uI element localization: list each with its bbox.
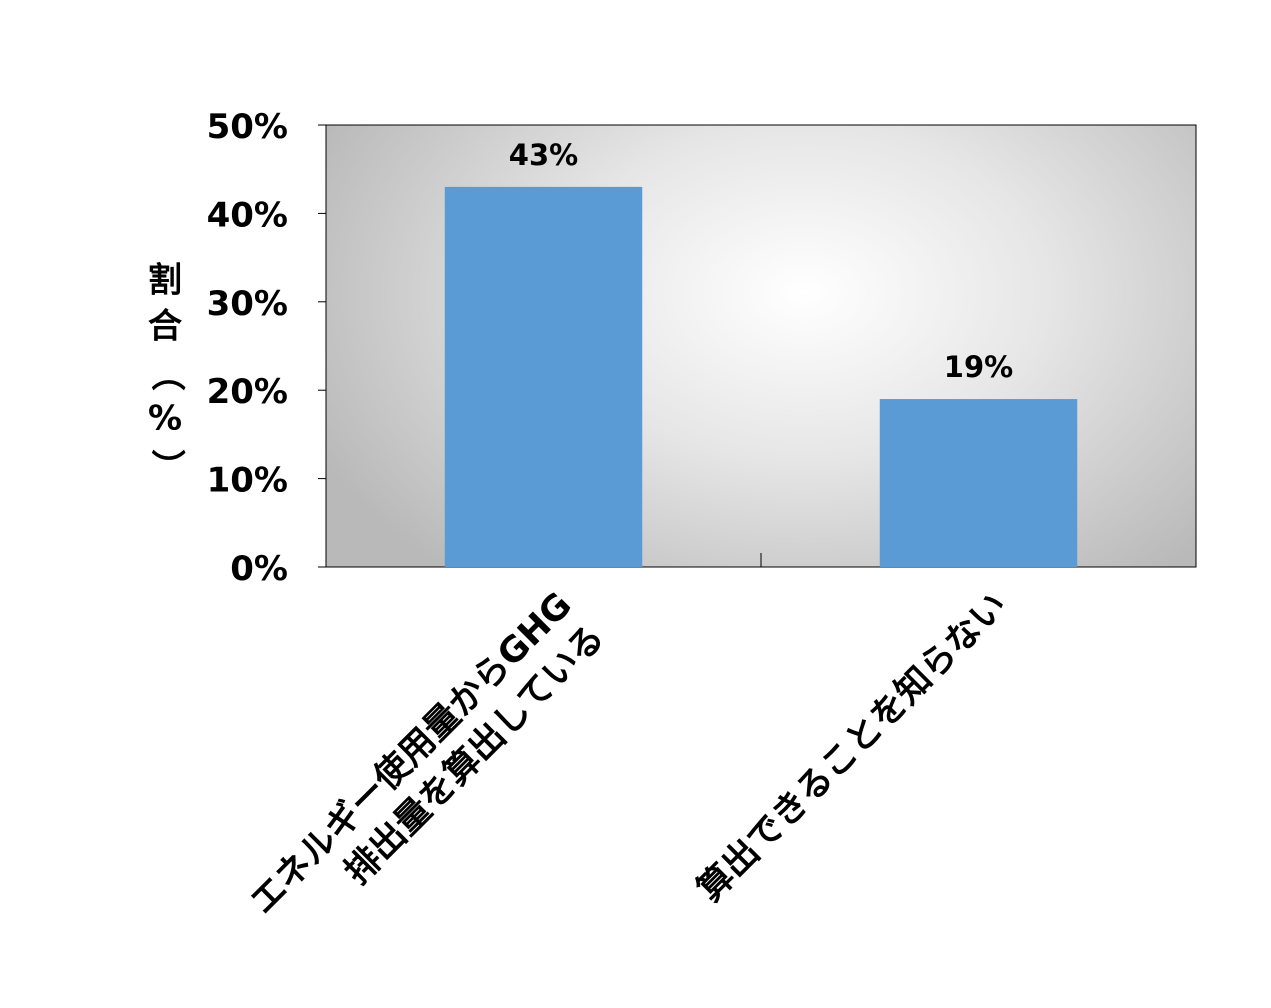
y-axis-title-char: %	[148, 399, 182, 439]
data-labels-group: 43% 19%	[509, 138, 1013, 384]
y-tick-label: 20%	[207, 372, 288, 412]
category-label-line: 排出量を算出している	[337, 618, 612, 893]
bar-data-label: 19%	[944, 350, 1013, 384]
y-tick-label: 0%	[230, 549, 288, 589]
category-label-line: エネルギー使用量からGHG	[243, 585, 580, 922]
category-label: 算出できることを知らない	[690, 585, 1015, 910]
y-axis-title: 割合 （% ）	[147, 261, 187, 484]
y-tick-label: 40%	[207, 195, 288, 235]
y-axis: 0% 10% 20% 30% 40% 50%	[207, 107, 326, 589]
category-label-line: 算出できることを知らない	[690, 585, 1015, 910]
y-axis-title-char: 割	[148, 261, 182, 301]
y-axis-title-char: ）	[147, 449, 187, 483]
y-tick-label: 30%	[207, 284, 288, 324]
y-axis-title-char: 合	[148, 307, 182, 347]
bar	[444, 186, 643, 567]
y-axis-title-char: （	[147, 357, 187, 391]
bar-data-label: 43%	[509, 138, 578, 172]
bar	[879, 399, 1078, 567]
y-tick-label: 50%	[207, 107, 288, 147]
y-tick-label: 10%	[207, 461, 288, 501]
bars-group	[444, 186, 1078, 567]
